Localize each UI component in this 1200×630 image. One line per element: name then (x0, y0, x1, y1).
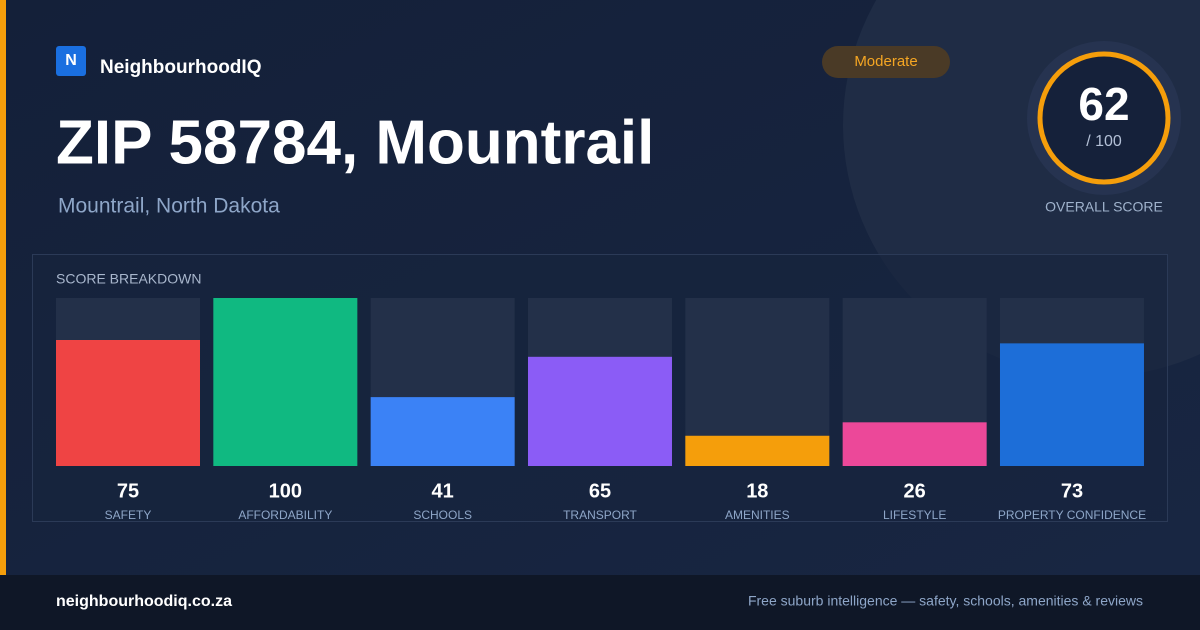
accent-stripe (0, 0, 6, 575)
bar (370, 397, 515, 466)
logo (56, 46, 86, 76)
value-label: 65 (589, 480, 611, 502)
category-label: LIFESTYLE (883, 508, 946, 522)
value-label: 41 (432, 480, 454, 502)
value-label: 73 (1061, 480, 1083, 502)
logo-letter: N (65, 52, 77, 69)
badge-text: Moderate (854, 53, 917, 70)
score-max: / 100 (1086, 133, 1122, 150)
category-label: AFFORDABILITY (238, 508, 332, 522)
category-label: TRANSPORT (563, 508, 637, 522)
bar (527, 356, 672, 466)
brand-name: NeighbourhoodIQ (100, 57, 261, 78)
category-label: SCHOOLS (413, 508, 472, 522)
category-label: PROPERTY CONFIDENCE (998, 508, 1146, 522)
value-label: 75 (117, 480, 139, 502)
title: ZIP 58784, Mountrail (56, 108, 654, 177)
category-label: AMENITIES (725, 508, 790, 522)
score-value: 62 (1078, 78, 1129, 130)
badge (822, 46, 950, 78)
score-ring (1037, 51, 1171, 185)
bar (685, 435, 830, 466)
footer-tagline: Free suburb intelligence — safety, schoo… (748, 593, 1143, 609)
breakdown-title: SCORE BREAKDOWN (56, 271, 201, 287)
value-label: 100 (269, 480, 302, 502)
bar (999, 343, 1144, 466)
category-label: SAFETY (105, 508, 152, 522)
bar (56, 340, 200, 466)
footer-bar (0, 575, 1200, 630)
footer-site: neighbourhoodiq.co.za (56, 593, 232, 610)
value-label: 18 (746, 480, 768, 502)
subtitle: Mountrail, North Dakota (58, 195, 280, 218)
value-label: 26 (904, 480, 926, 502)
bar (842, 422, 987, 466)
bar (213, 298, 358, 466)
score-label: OVERALL SCORE (1045, 199, 1163, 215)
